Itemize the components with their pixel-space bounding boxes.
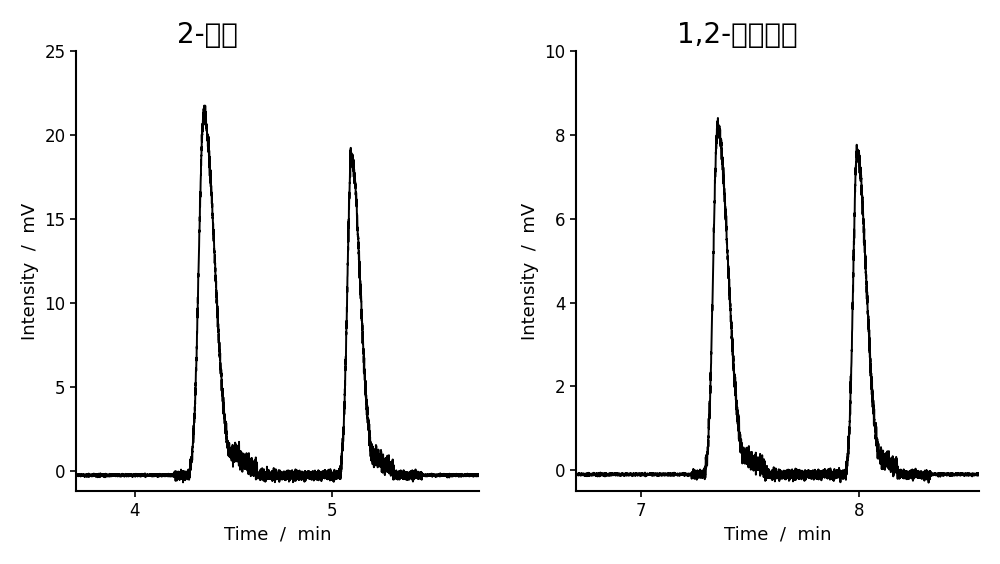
Text: 1,2-环氧辛烷: 1,2-环氧辛烷 (677, 21, 797, 49)
Text: 2-戊醇: 2-戊醇 (177, 21, 238, 49)
X-axis label: Time  /  min: Time / min (724, 525, 831, 543)
Y-axis label: Intensity  /  mV: Intensity / mV (21, 202, 39, 340)
X-axis label: Time  /  min: Time / min (224, 525, 331, 543)
Y-axis label: Intensity  /  mV: Intensity / mV (521, 202, 539, 340)
